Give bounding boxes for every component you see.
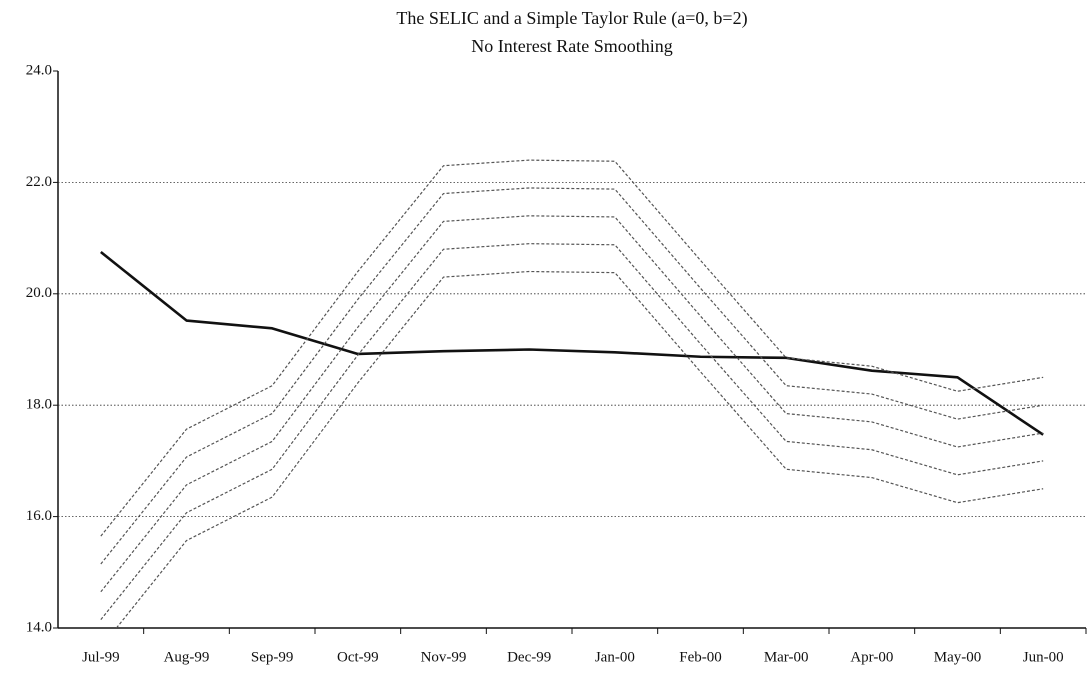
x-tick-label: Jul-99 <box>82 649 120 665</box>
x-tick-label: Jan-00 <box>595 649 635 665</box>
x-tick-label: Nov-99 <box>421 649 467 665</box>
series-line <box>100 215 1044 593</box>
x-tick-label: Dec-99 <box>507 649 551 665</box>
y-tick-label: 24.0 <box>26 62 52 78</box>
x-tick-label: May-00 <box>934 649 982 665</box>
chart-subtitle: No Interest Rate Smoothing <box>471 36 672 56</box>
x-tick-label: Sep-99 <box>251 649 294 665</box>
series-line <box>100 251 1044 436</box>
y-tick-label: 20.0 <box>26 285 52 301</box>
y-tick-label: 22.0 <box>26 174 52 190</box>
series-line <box>100 159 1044 537</box>
x-tick-label: Jun-00 <box>1023 649 1064 665</box>
y-tick-label: 14.0 <box>26 619 52 635</box>
y-tick-label: 16.0 <box>26 508 52 524</box>
series-line <box>100 243 1044 621</box>
x-tick-label: Apr-00 <box>850 649 893 665</box>
x-tick-label: Oct-99 <box>337 649 379 665</box>
series-line <box>115 270 1044 628</box>
y-tick-label: 18.0 <box>26 397 52 413</box>
chart-title: The SELIC and a Simple Taylor Rule (a=0,… <box>396 8 747 29</box>
x-tick-label: Aug-99 <box>164 649 210 665</box>
x-tick-label: Feb-00 <box>679 649 722 665</box>
x-tick-label: Mar-00 <box>764 649 809 665</box>
series-line <box>100 187 1044 565</box>
